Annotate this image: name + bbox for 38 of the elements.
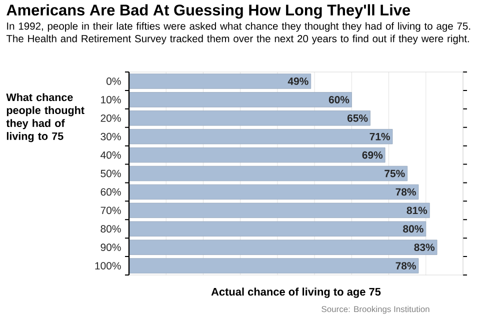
- data-label: 49%: [288, 78, 308, 85]
- x-axis-title: Actual chance of living to age 75: [211, 288, 381, 298]
- bar: [128, 240, 438, 255]
- y-tick-label: 70%: [100, 206, 121, 214]
- y-tick-label: 10%: [101, 96, 121, 104]
- bar: [128, 221, 426, 236]
- data-label: 81%: [406, 206, 428, 214]
- y-tick-label: 20%: [100, 114, 121, 122]
- y-axis-title: What chance people thought they had of living to 75: [6, 93, 84, 142]
- data-label: 80%: [403, 225, 424, 233]
- bar: [128, 184, 419, 200]
- data-label: 78%: [396, 262, 416, 270]
- bar: [128, 129, 393, 144]
- data-label: 71%: [370, 132, 390, 140]
- bar: [128, 110, 370, 126]
- chart-subtitle: In 1992, people in their late fifties were asked what chance they thought they had of living to age 75. The Health and Retirement Survey tracked them over the next 20 years to find out if they were right.: [6, 22, 470, 44]
- y-tick-label: 50%: [100, 170, 121, 178]
- data-label: 75%: [384, 170, 405, 178]
- y-tick-label: 40%: [100, 151, 121, 159]
- bar: [128, 92, 352, 108]
- y-tick-label: 100%: [95, 262, 121, 270]
- bar: [128, 258, 419, 274]
- data-label: 69%: [362, 151, 383, 159]
- y-tick-label: 80%: [100, 225, 121, 233]
- y-tick-label: 90%: [100, 244, 121, 252]
- bar: [128, 147, 386, 163]
- data-label: 60%: [328, 96, 350, 104]
- data-label: 78%: [396, 188, 416, 196]
- y-tick-label: 60%: [100, 188, 121, 196]
- bar: [128, 74, 312, 89]
- bar: [128, 202, 430, 218]
- data-label: 83%: [414, 244, 435, 252]
- y-tick-label: 30%: [100, 132, 121, 140]
- bar: [128, 166, 408, 182]
- source-note: Source: Brookings Institution: [322, 306, 430, 314]
- chart-title: Americans Are Bad At Guessing How Long They'll Live: [6, 4, 410, 19]
- y-tick-label: 0%: [106, 78, 121, 85]
- data-label: 65%: [347, 114, 368, 122]
